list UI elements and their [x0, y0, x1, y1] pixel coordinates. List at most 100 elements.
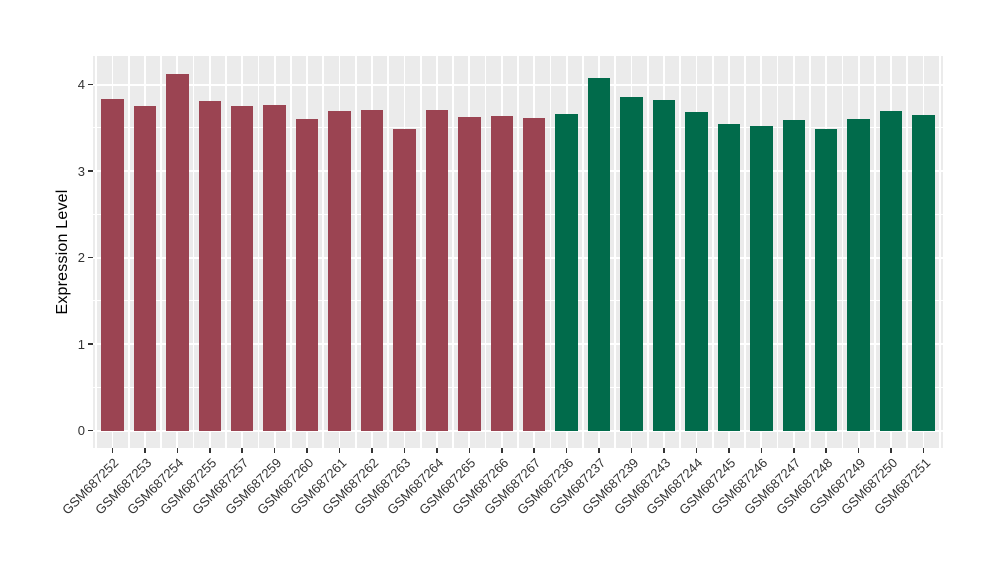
gridline-vertical-minor	[809, 56, 811, 448]
x-tick-mark	[565, 448, 568, 453]
bar-GSM687253	[133, 106, 157, 431]
y-tick-label-3: 3	[77, 163, 85, 179]
gridline-vertical-minor	[614, 56, 617, 448]
gridline-vertical-minor	[354, 56, 357, 448]
gridline-vertical-minor	[225, 56, 227, 448]
bar-GSM687255	[198, 101, 221, 431]
gridline-horizontal-major	[93, 83, 943, 86]
gridline-horizontal-major	[93, 429, 943, 432]
gridline-vertical-minor	[679, 56, 682, 448]
x-tick-mark	[857, 448, 860, 453]
bar-GSM687260	[295, 119, 319, 431]
bar-GSM687239	[620, 96, 643, 431]
x-tick-mark	[630, 448, 633, 453]
x-tick-mark	[241, 448, 243, 453]
x-tick-mark	[176, 448, 179, 453]
bar-GSM687247	[782, 120, 805, 431]
y-tick-mark	[88, 343, 93, 345]
bar-GSM687264	[425, 109, 449, 431]
bar-GSM687254	[166, 74, 189, 431]
x-tick-mark	[403, 448, 406, 453]
gridline-vertical-minor	[257, 56, 260, 448]
x-tick-mark	[144, 448, 146, 453]
bar-GSM687246	[750, 126, 773, 431]
gridline-vertical-minor	[484, 56, 487, 448]
bar-GSM687245	[717, 123, 741, 431]
bar-GSM687248	[815, 128, 838, 431]
bar-GSM687257	[231, 106, 254, 431]
gridline-horizontal-major	[93, 170, 943, 173]
gridline-vertical-minor	[387, 56, 390, 448]
bar-GSM687236	[555, 114, 578, 431]
bar-GSM687250	[879, 111, 903, 431]
y-tick-label-1: 1	[77, 336, 85, 352]
bar-GSM687262	[360, 109, 384, 431]
y-tick-label-2: 2	[77, 250, 85, 266]
x-tick-mark	[306, 448, 308, 453]
bar-GSM687265	[458, 117, 481, 431]
x-tick-mark	[728, 448, 730, 453]
gridline-vertical-minor	[160, 56, 163, 448]
gridline-vertical-minor	[290, 56, 292, 448]
gridline-vertical-minor	[517, 56, 519, 448]
gridline-horizontal-minor	[93, 300, 943, 302]
x-tick-mark	[371, 448, 373, 453]
x-tick-mark	[436, 448, 438, 453]
gridline-vertical-minor	[127, 56, 130, 448]
gridline-vertical-minor	[938, 56, 941, 448]
bar-GSM687244	[685, 112, 708, 431]
bar-GSM687261	[328, 111, 351, 431]
gridline-horizontal-major	[93, 343, 943, 346]
x-tick-mark	[890, 448, 892, 453]
x-tick-mark	[533, 448, 535, 453]
x-tick-mark	[209, 448, 211, 453]
gridline-vertical-minor	[95, 56, 98, 448]
gridline-vertical-minor	[322, 56, 325, 448]
x-tick-mark	[598, 448, 600, 453]
x-tick-mark	[760, 448, 763, 453]
bar-GSM687252	[101, 99, 124, 431]
gridline-vertical-minor	[711, 56, 714, 448]
y-tick-label-0: 0	[77, 423, 85, 439]
x-tick-mark	[501, 448, 503, 453]
bar-GSM687237	[587, 77, 611, 431]
x-tick-mark	[793, 448, 795, 453]
x-tick-mark	[111, 448, 114, 453]
bar-GSM687243	[652, 100, 676, 431]
gridline-horizontal-minor	[93, 213, 943, 215]
bar-GSM687251	[912, 114, 935, 431]
gridline-vertical-minor	[906, 56, 909, 448]
gridline-vertical-minor	[581, 56, 584, 448]
gridline-vertical-minor	[419, 56, 422, 448]
y-tick-label-4: 4	[77, 77, 85, 93]
gridline-vertical-minor	[841, 56, 844, 448]
bar-GSM687266	[490, 115, 513, 431]
gridline-vertical-minor	[192, 56, 195, 448]
x-tick-mark	[695, 448, 698, 453]
gridline-vertical-minor	[873, 56, 876, 448]
gridline-vertical-minor	[744, 56, 746, 448]
gridline-vertical-minor	[776, 56, 779, 448]
x-tick-mark	[663, 448, 665, 453]
gridline-horizontal-minor	[93, 127, 943, 129]
gridline-horizontal-major	[93, 256, 943, 259]
y-tick-mark	[88, 429, 93, 432]
y-tick-mark	[88, 170, 93, 172]
bar-GSM687267	[523, 118, 546, 431]
bar-GSM687259	[263, 105, 286, 431]
gridline-vertical-minor	[646, 56, 649, 448]
x-tick-mark	[468, 448, 471, 453]
x-tick-mark	[825, 448, 827, 453]
gridline-vertical-minor	[549, 56, 552, 448]
bar-GSM687263	[393, 128, 416, 431]
x-tick-mark	[273, 448, 276, 453]
y-tick-mark	[88, 256, 93, 259]
gridline-horizontal-minor	[93, 386, 943, 388]
bar-GSM687249	[847, 119, 870, 431]
plot-panel	[93, 56, 943, 448]
x-tick-mark	[922, 448, 925, 453]
x-tick-mark	[338, 448, 341, 453]
y-tick-mark	[88, 83, 93, 86]
gridline-vertical-minor	[452, 56, 454, 448]
